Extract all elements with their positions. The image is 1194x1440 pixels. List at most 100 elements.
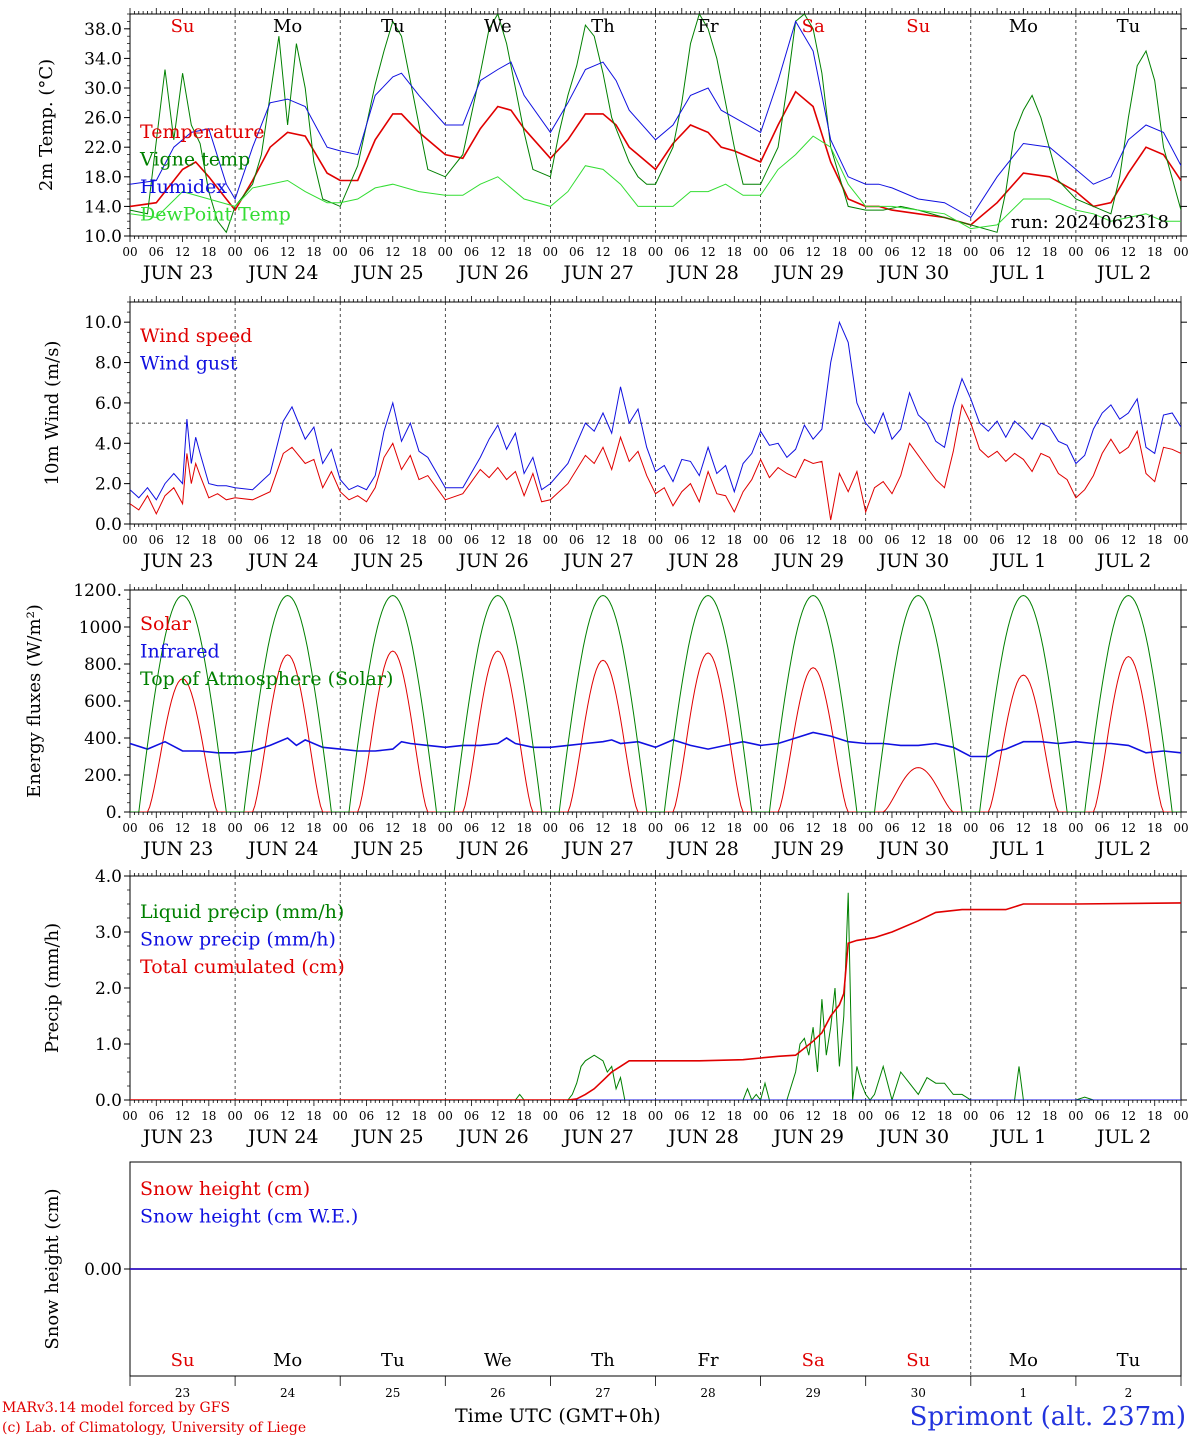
hour-tick-label: 18 bbox=[201, 821, 216, 835]
y-tick-label: 38.0 bbox=[84, 20, 122, 40]
series-line bbox=[130, 403, 1181, 521]
y-tick-label: 400. bbox=[84, 729, 122, 749]
hour-tick-label: 00 bbox=[122, 1109, 137, 1123]
series-line bbox=[130, 135, 1181, 230]
date-label: JUN 24 bbox=[246, 550, 318, 572]
date-label: JUL 2 bbox=[1095, 550, 1151, 572]
date-label: JUN 25 bbox=[351, 838, 423, 860]
date-label: JUL 2 bbox=[1095, 262, 1151, 284]
day-number-label: 2 bbox=[1125, 1386, 1133, 1400]
run-annotation: run: 2024062318 bbox=[1011, 212, 1169, 233]
series-line bbox=[130, 14, 1181, 234]
date-label: JUN 27 bbox=[561, 838, 633, 860]
hour-tick-label: 00 bbox=[753, 821, 768, 835]
hour-tick-label: 00 bbox=[648, 1109, 663, 1123]
hour-tick-label: 12 bbox=[490, 245, 505, 259]
x-axis: 00 06 12 18 JUN 23 00 06 12 18 JUN 24 00 06 12 18 JUN … bbox=[122, 584, 1189, 860]
hour-tick-label: 00 bbox=[963, 245, 978, 259]
weekday-label: Mo bbox=[273, 1350, 302, 1371]
hour-tick-label: 00 bbox=[333, 1109, 348, 1123]
y-tick-label: 22.0 bbox=[84, 138, 122, 158]
hour-tick-label: 06 bbox=[464, 533, 479, 547]
hour-tick-label: 06 bbox=[149, 533, 164, 547]
hour-tick-label: 06 bbox=[464, 821, 479, 835]
legend-entry: Wind gust bbox=[140, 353, 238, 375]
hour-tick-label: 18 bbox=[937, 245, 952, 259]
hour-tick-label: 18 bbox=[411, 1109, 426, 1123]
date-label: JUN 30 bbox=[877, 262, 949, 284]
y-tick-label: 0. bbox=[106, 803, 122, 823]
hour-tick-label: 00 bbox=[333, 821, 348, 835]
weekday-label: We bbox=[484, 1350, 512, 1371]
y-tick-label: 1000 bbox=[79, 618, 122, 638]
hour-tick-label: 06 bbox=[884, 1109, 899, 1123]
hour-tick-label: 12 bbox=[175, 821, 190, 835]
legend-entry: Wind speed bbox=[140, 325, 252, 347]
hour-tick-label: 18 bbox=[1147, 1109, 1162, 1123]
legend-entry: Temperature bbox=[140, 121, 264, 143]
hour-tick-label: 12 bbox=[595, 1109, 610, 1123]
weekday-label: Mo bbox=[273, 16, 302, 37]
snow-panel: 0.00 Snow height (cm) Snow height (cm) Snow… bbox=[42, 1161, 1187, 1377]
hour-tick-label: 18 bbox=[1042, 245, 1057, 259]
hour-tick-label: 12 bbox=[911, 533, 926, 547]
hour-tick-label: 12 bbox=[595, 533, 610, 547]
hour-tick-label: 12 bbox=[490, 1109, 505, 1123]
hour-tick-label: 06 bbox=[464, 1109, 479, 1123]
date-label: JUN 30 bbox=[877, 550, 949, 572]
legend-entry: Humidex bbox=[140, 176, 227, 198]
hour-tick-label: 06 bbox=[569, 821, 584, 835]
day-number-label: 30 bbox=[911, 1386, 926, 1400]
hour-tick-label: 12 bbox=[1121, 821, 1136, 835]
date-label: JUN 28 bbox=[666, 262, 738, 284]
hour-tick-label: 06 bbox=[569, 1109, 584, 1123]
hour-tick-label: 12 bbox=[280, 245, 295, 259]
hour-tick-label: 00 bbox=[227, 821, 242, 835]
y-tick-label: 18.0 bbox=[84, 168, 122, 188]
hour-tick-label: 18 bbox=[201, 245, 216, 259]
series-line bbox=[130, 320, 1181, 501]
hour-tick-label: 00 bbox=[543, 1109, 558, 1123]
hour-tick-label: 00 bbox=[122, 245, 137, 259]
y-tick-label: 4.0 bbox=[95, 867, 122, 887]
hour-tick-label: 00 bbox=[753, 245, 768, 259]
legend-entry: Snow height (cm) bbox=[140, 1178, 310, 1200]
hour-tick-label: 18 bbox=[516, 1109, 531, 1123]
hour-tick-label: 18 bbox=[516, 245, 531, 259]
hour-tick-label: 06 bbox=[359, 245, 374, 259]
series-line bbox=[130, 902, 1181, 1100]
hour-tick-label: 06 bbox=[989, 821, 1004, 835]
date-label: JUL 1 bbox=[990, 838, 1046, 860]
weekday-label: Sa bbox=[802, 1350, 825, 1371]
date-label: JUN 29 bbox=[772, 550, 844, 572]
hour-tick-label: 18 bbox=[1147, 821, 1162, 835]
hour-tick-label: 12 bbox=[280, 821, 295, 835]
hour-tick-label: 06 bbox=[464, 245, 479, 259]
hour-tick-label: 06 bbox=[674, 821, 689, 835]
y-tick-label: 14.0 bbox=[84, 197, 122, 217]
hour-tick-label: 00 bbox=[543, 533, 558, 547]
hour-tick-label: 12 bbox=[1016, 821, 1031, 835]
y-tick-label: 0.00 bbox=[84, 1260, 122, 1280]
series-line bbox=[130, 650, 1181, 812]
day-number-label: 23 bbox=[175, 1386, 190, 1400]
series-line bbox=[130, 20, 1181, 219]
weekday-label: Tu bbox=[381, 1350, 405, 1371]
hour-tick-label: 06 bbox=[149, 1109, 164, 1123]
hour-tick-label: 00 bbox=[438, 821, 453, 835]
weekday-label: Mo bbox=[1009, 1350, 1038, 1371]
hour-tick-label: 00 bbox=[1173, 533, 1188, 547]
lab-credit: (c) Lab. of Climatology, University of L… bbox=[2, 1420, 307, 1436]
date-label: JUN 28 bbox=[666, 838, 738, 860]
date-label: JUN 24 bbox=[246, 262, 318, 284]
hour-tick-label: 00 bbox=[122, 533, 137, 547]
hour-tick-label: 12 bbox=[595, 821, 610, 835]
date-label: JUL 2 bbox=[1095, 1126, 1151, 1148]
hour-tick-label: 00 bbox=[543, 821, 558, 835]
hour-tick-label: 00 bbox=[227, 1109, 242, 1123]
date-label: JUN 29 bbox=[772, 262, 844, 284]
weekday-label: Th bbox=[591, 1350, 615, 1371]
date-label: JUN 28 bbox=[666, 550, 738, 572]
hour-tick-label: 00 bbox=[227, 245, 242, 259]
hour-tick-label: 18 bbox=[411, 821, 426, 835]
